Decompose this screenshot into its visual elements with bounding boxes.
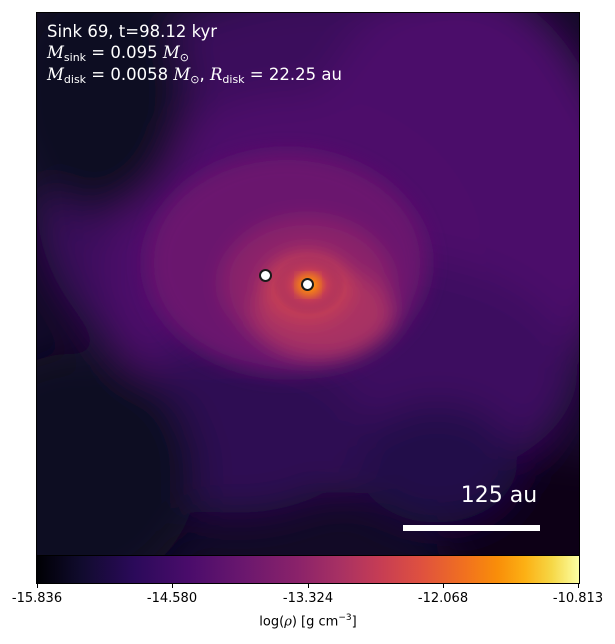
annotation-title: Sink 69, t=98.12 kyr [47, 22, 218, 41]
scale-bar-label: 125 au [460, 483, 538, 508]
colorbar [36, 555, 580, 584]
density-field [37, 13, 579, 556]
colorbar-tick-label: -10.813 [552, 591, 604, 606]
colorbar-tick [308, 583, 309, 588]
colorbar-tick-label: -14.580 [146, 591, 198, 606]
annotation-disk: Mdisk = 0.0058 M⊙, Rdisk = 22.25 au [47, 65, 342, 86]
colorbar-tick-label: -12.068 [417, 591, 469, 606]
colorbar-tick [578, 583, 579, 588]
colorbar-tick [443, 583, 444, 588]
colorbar-tick [37, 583, 38, 588]
colorbar-label: log(ρ) [g cm−3] [259, 613, 357, 630]
colorbar-tick [172, 583, 173, 588]
sink-marker-a [259, 269, 272, 282]
density-map: Sink 69, t=98.12 kyr Msink = 0.095 M⊙ Md… [36, 12, 580, 557]
scale-bar [403, 525, 540, 531]
annotation-sink-mass: Msink = 0.095 M⊙ [47, 43, 189, 64]
colorbar-tick-label: -13.324 [282, 591, 334, 606]
colorbar-tick-label: -15.836 [11, 591, 63, 606]
sink-marker-b [301, 278, 314, 291]
